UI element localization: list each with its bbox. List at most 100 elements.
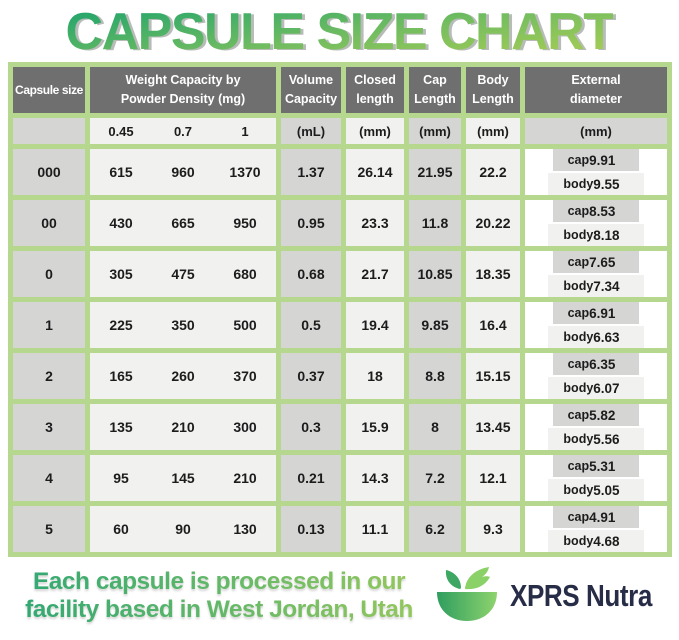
body-length-cell: 15.15 — [466, 353, 520, 399]
external-diameter-cell: cap 5.31 body 5.05 — [525, 455, 667, 501]
external-body-row: body 6.07 — [548, 377, 644, 399]
volume-capacity-cell: 0.37 — [281, 353, 341, 399]
cap-label: cap — [567, 357, 590, 371]
weight-045-value: 165 — [109, 368, 133, 384]
external-cap-row: cap 9.91 — [552, 149, 640, 171]
volume-capacity-cell: 0.13 — [281, 506, 341, 552]
external-cap-value: 6.91 — [589, 305, 616, 321]
cap-length-cell: 10.85 — [409, 251, 461, 297]
closed-length-cell: 26.14 — [346, 149, 404, 195]
external-diameter-cell: cap 6.35 body 6.07 — [525, 353, 667, 399]
weight-capacity-cell: 95 145 210 — [90, 455, 276, 501]
external-cap-value: 8.53 — [589, 203, 616, 219]
subheader-cap-unit: (mm) — [409, 118, 461, 144]
capsule-size-cell: 000 — [13, 149, 85, 195]
weight-045-value: 615 — [109, 164, 133, 180]
closed-length-cell: 11.1 — [346, 506, 404, 552]
weight-045-value: 430 — [109, 215, 133, 231]
external-cap-value: 7.65 — [589, 254, 616, 270]
weight-07-value: 210 — [171, 419, 195, 435]
weight-capacity-cell: 135 210 300 — [90, 404, 276, 450]
weight-1-value: 1370 — [229, 164, 261, 180]
cap-label: cap — [567, 510, 590, 524]
cap-length-cell: 8 — [409, 404, 461, 450]
volume-capacity-cell: 0.68 — [281, 251, 341, 297]
external-diameter-cell: cap 6.91 body 6.63 — [525, 302, 667, 348]
external-cap-row: cap 4.91 — [552, 506, 640, 528]
brand-name: XPRS Nutra — [510, 578, 652, 613]
col-header-external-diameter: External diameter — [525, 67, 667, 113]
page-title: CAPSULE SIZE CHART — [0, 0, 679, 62]
external-body-value: 6.07 — [593, 380, 620, 396]
cap-length-cell: 9.85 — [409, 302, 461, 348]
external-body-value: 4.68 — [593, 533, 620, 549]
xprs-nutra-logo-icon — [437, 567, 498, 621]
logo-left-leaf — [445, 570, 462, 589]
weight-045-value: 305 — [109, 266, 133, 282]
body-length-cell: 16.4 — [466, 302, 520, 348]
weight-1-value: 500 — [233, 317, 257, 333]
weight-capacity-cell: 430 665 950 — [90, 200, 276, 246]
capsule-size-table: Capsule size Weight Capacity by Powder D… — [8, 62, 672, 557]
body-label: body — [563, 279, 594, 293]
closed-length-cell: 14.3 — [346, 455, 404, 501]
external-cap-value: 9.91 — [589, 152, 616, 168]
cap-length-cell: 8.8 — [409, 353, 461, 399]
external-body-value: 5.56 — [593, 431, 620, 447]
weight-capacity-cell: 615 960 1370 — [90, 149, 276, 195]
external-cap-row: cap 7.65 — [552, 251, 640, 273]
external-body-value: 6.63 — [593, 329, 620, 345]
footer: Each capsule is processed in our facilit… — [0, 566, 679, 626]
external-diameter-cell: cap 8.53 body 8.18 — [525, 200, 667, 246]
volume-capacity-cell: 0.3 — [281, 404, 341, 450]
weight-045-value: 95 — [113, 470, 129, 486]
external-cap-row: cap 5.31 — [552, 455, 640, 477]
external-body-row: body 6.63 — [548, 326, 644, 348]
subheader-volume-unit: (mL) — [281, 118, 341, 144]
body-label: body — [563, 381, 594, 395]
weight-1-value: 130 — [233, 521, 257, 537]
closed-length-cell: 19.4 — [346, 302, 404, 348]
capsule-size-cell: 00 — [13, 200, 85, 246]
weight-07-value: 350 — [171, 317, 195, 333]
weight-045-value: 135 — [109, 419, 133, 435]
weight-07-value: 260 — [171, 368, 195, 384]
footer-note: Each capsule is processed in our facilit… — [12, 568, 426, 625]
col-header-weight-capacity: Weight Capacity by Powder Density (mg) — [90, 67, 276, 113]
external-cap-row: cap 6.35 — [552, 353, 640, 375]
weight-07-value: 145 — [171, 470, 195, 486]
col-header-volume-capacity: Volume Capacity — [281, 67, 341, 113]
cap-label: cap — [567, 306, 590, 320]
subheader-body-unit: (mm) — [466, 118, 520, 144]
body-label: body — [563, 483, 594, 497]
page-title-text: CAPSULE SIZE CHART — [65, 3, 615, 61]
weight-capacity-cell: 165 260 370 — [90, 353, 276, 399]
weight-07-value: 475 — [171, 266, 195, 282]
body-label: body — [563, 177, 594, 191]
closed-length-cell: 23.3 — [346, 200, 404, 246]
weight-1-value: 370 — [233, 368, 257, 384]
cap-length-cell: 6.2 — [409, 506, 461, 552]
body-label: body — [563, 228, 594, 242]
capsule-size-cell: 0 — [13, 251, 85, 297]
body-length-cell: 22.2 — [466, 149, 520, 195]
weight-07-value: 90 — [175, 521, 191, 537]
cap-length-cell: 21.95 — [409, 149, 461, 195]
capsule-size-cell: 4 — [13, 455, 85, 501]
subheader-capsule-size-empty — [13, 118, 85, 144]
weight-045-value: 60 — [113, 521, 129, 537]
footer-note-line2: facility based in West Jordan, Utah — [12, 596, 426, 624]
closed-length-cell: 18 — [346, 353, 404, 399]
external-body-row: body 4.68 — [548, 530, 644, 552]
external-body-row: body 5.05 — [548, 479, 644, 501]
external-cap-value: 6.35 — [589, 356, 616, 372]
col-header-body-length: Body Length — [466, 67, 520, 113]
cap-length-cell: 11.8 — [409, 200, 461, 246]
external-cap-row: cap 8.53 — [552, 200, 640, 222]
subheader-densities: 0.45 0.7 1 — [90, 118, 276, 144]
cap-label: cap — [567, 153, 590, 167]
logo-bowl — [437, 592, 498, 621]
external-body-value: 9.55 — [593, 176, 620, 192]
weight-07-value: 665 — [171, 215, 195, 231]
external-body-value: 5.05 — [593, 482, 620, 498]
